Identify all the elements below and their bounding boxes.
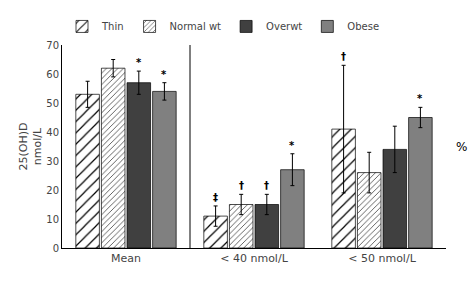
svg-text:25(OH)Dnmol/L: 25(OH)Dnmol/L [17,123,44,171]
svg-text:< 40 nmol/L: < 40 nmol/L [220,252,288,265]
svg-text:60: 60 [46,69,59,80]
svg-text:Overwt: Overwt [266,21,302,32]
svg-text:30: 30 [46,156,59,167]
svg-text:50: 50 [46,98,59,109]
svg-text:†: † [239,180,244,191]
svg-text:40: 40 [46,127,59,138]
svg-text:*: * [417,93,423,104]
svg-text:†: † [341,51,346,62]
svg-text:*: * [136,57,142,68]
svg-text:†: † [264,180,269,191]
svg-text:10: 10 [46,214,59,225]
svg-text:70: 70 [46,40,59,51]
svg-text:*: * [289,140,295,151]
svg-text:20: 20 [46,185,59,196]
svg-text:< 50 nmol/L: < 50 nmol/L [348,252,416,265]
svg-text:Obese: Obese [347,21,379,32]
svg-text:*: * [161,69,167,80]
svg-text:%: % [456,140,467,154]
svg-text:Normal wt: Normal wt [170,21,222,32]
svg-text:Thin: Thin [101,21,124,32]
svg-text:‡: ‡ [213,192,218,203]
svg-text:0: 0 [53,243,59,254]
svg-text:Mean: Mean [111,252,141,265]
